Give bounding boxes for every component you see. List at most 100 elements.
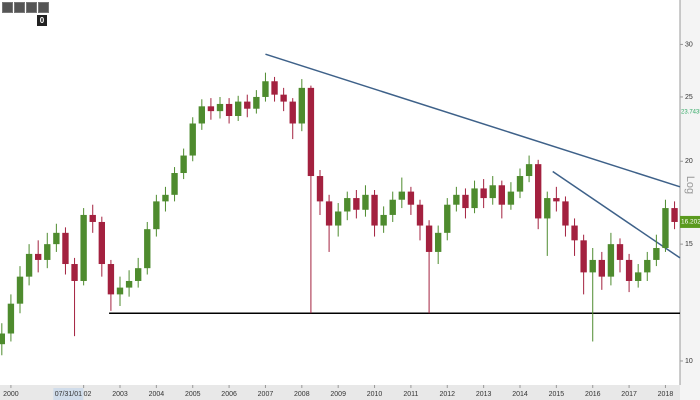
x-axis-strip [0, 385, 700, 400]
candle-body [16, 276, 24, 304]
candle-body [380, 214, 387, 226]
candle-body [162, 194, 169, 202]
y-tick-label: 25 [685, 94, 693, 101]
x-tick-label: 2004 [149, 391, 165, 398]
x-tick-label: 2015 [549, 391, 565, 398]
candle-body [462, 194, 469, 209]
y-tick-label: 15 [685, 241, 693, 248]
candle-body [325, 201, 333, 226]
candle-body [507, 191, 515, 205]
x-tick-label: 2003 [112, 391, 128, 398]
trendline [265, 53, 681, 188]
x-tick-label: 2014 [512, 391, 528, 398]
candle-body [580, 240, 587, 273]
candle-body [635, 272, 642, 281]
crosshair-label: 07/31/01 [55, 391, 82, 398]
candle-body [525, 164, 533, 177]
x-tick-label: 2017 [621, 391, 637, 398]
x-tick-label: 2012 [439, 391, 455, 398]
candle-body [0, 333, 5, 345]
candle-body [407, 191, 415, 205]
x-tick-label: 2011 [403, 391, 418, 398]
candle-body [98, 221, 105, 265]
candle-body [598, 259, 605, 277]
badge: 0 [37, 15, 47, 26]
candle-body [25, 253, 33, 277]
x-tick-label: 2013 [476, 391, 492, 398]
toolbar-button[interactable] [14, 2, 25, 13]
candle-body [625, 259, 633, 281]
crosshair-label-bg [53, 388, 84, 400]
candle-body [80, 214, 87, 281]
candle-body [235, 101, 242, 117]
candle-body [535, 164, 542, 219]
marker-label: 23.7435 [681, 109, 700, 115]
candle-body [53, 232, 60, 245]
last-price-label: 16.202 [681, 219, 700, 226]
candle-body [171, 173, 178, 195]
candle-body [289, 101, 296, 124]
candle-body [553, 198, 560, 202]
x-tick-label: 2007 [258, 391, 274, 398]
candle-body [544, 198, 551, 219]
candle-body [7, 303, 15, 334]
y-tick-label: 10 [685, 358, 693, 365]
candle-body [353, 198, 360, 210]
candle-body [471, 188, 478, 209]
candle-body [607, 244, 615, 277]
candle-body [253, 96, 260, 109]
last-price-box [680, 215, 700, 228]
candle-body [425, 225, 433, 252]
candle-body [562, 201, 569, 226]
candle-body [398, 191, 405, 200]
candle-body [435, 232, 442, 252]
candle-body [335, 211, 342, 226]
candle-body [44, 244, 51, 260]
trendline [552, 170, 681, 259]
candle-body [371, 194, 378, 226]
candle-body [189, 123, 196, 156]
candle-body [644, 259, 651, 273]
candle-body [180, 155, 187, 174]
x-tick-label: 2008 [294, 391, 310, 398]
candle-body [416, 204, 424, 226]
candle-body [489, 185, 496, 199]
candle-body [653, 248, 660, 260]
candle-body [71, 264, 78, 281]
x-tick-label: 2009 [330, 391, 346, 398]
candle-body [198, 106, 205, 124]
toolbar-button[interactable] [26, 2, 37, 13]
x-tick-label: 2006 [221, 391, 237, 398]
candle-body [498, 185, 505, 205]
candle-body [307, 87, 315, 177]
candle-body [389, 199, 396, 215]
x-tick-label: 2005 [185, 391, 201, 398]
candle-body [344, 198, 351, 212]
candle-body [453, 194, 460, 205]
toolbar-button[interactable] [38, 2, 49, 13]
candle-body [116, 287, 124, 295]
x-tick-label: 2002 [76, 391, 92, 398]
y-tick-label: 30 [685, 41, 693, 48]
candle-body [89, 214, 96, 222]
candle-body [125, 280, 133, 288]
candle-body [225, 103, 233, 117]
x-tick-label: 2016 [585, 391, 601, 398]
toolbar-button[interactable] [2, 2, 13, 13]
candle-body [153, 201, 160, 230]
candle-body [244, 101, 251, 109]
x-tick-label: 2018 [658, 391, 674, 398]
candle-body [589, 259, 596, 273]
candle-body [480, 188, 487, 199]
candle-body [107, 264, 115, 295]
candle-body [362, 194, 369, 210]
y-axis-strip [680, 0, 700, 400]
candle-body [616, 244, 624, 260]
candle-body [316, 176, 324, 202]
candle-body [62, 232, 69, 265]
x-tick-label: 2000 [3, 391, 19, 398]
candle-body [262, 81, 269, 97]
candle-body [662, 208, 669, 249]
